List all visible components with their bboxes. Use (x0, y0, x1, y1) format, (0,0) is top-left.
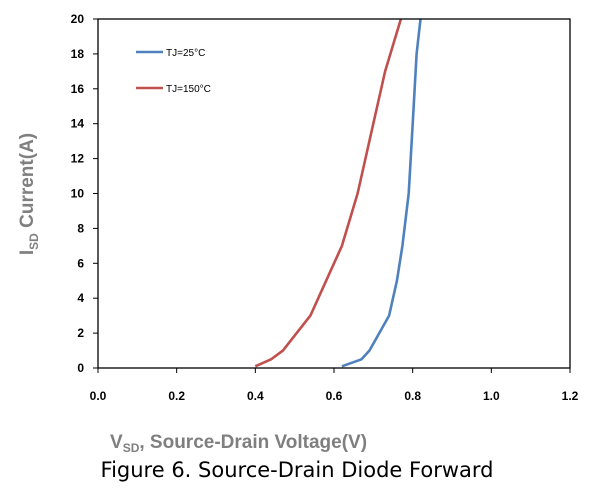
y-tick-label: 20 (71, 12, 85, 26)
legend-label-2: TJ=150°C (166, 84, 211, 95)
y-axis-label: ISD Current(A) (17, 133, 41, 255)
tick-labels: 0.0 0.2 0.4 0.6 0.8 1.0 1.2 0 2 4 6 8 10 12 14 16 18 20 (71, 12, 579, 403)
y-tick-label: 10 (71, 187, 85, 201)
y-tick-label: 4 (77, 291, 84, 305)
x-tick-label: 1.2 (562, 389, 579, 403)
series-line-2 (254, 18, 403, 368)
y-tick-label: 0 (77, 361, 84, 375)
x-tick-label: 0.4 (247, 389, 264, 403)
y-tick-label: 8 (77, 221, 84, 235)
y-tick-label: 6 (77, 256, 84, 270)
legend-label-1: TJ=25°C (166, 48, 205, 59)
x-tick-label: 1.0 (483, 389, 500, 403)
x-tick-label: 0.6 (326, 389, 343, 403)
series-layer (254, 18, 422, 368)
y-axis-label-text: ISD Current(A) (17, 133, 41, 255)
y-tick-label: 2 (77, 326, 84, 340)
y-tick-label: 12 (71, 152, 85, 166)
plot-frame (97, 18, 571, 369)
legend: TJ=25°C TJ=150°C (136, 48, 211, 95)
x-axis-label: VSD, Source-Drain Voltage(V) (110, 432, 368, 455)
x-tick-label: 0.2 (168, 389, 185, 403)
y-tick-label: 18 (71, 47, 85, 61)
y-tick-label: 16 (71, 82, 85, 96)
figure-caption: Figure 6. Source-Drain Diode Forward (100, 458, 494, 482)
series-line-1 (341, 18, 422, 368)
x-tick-label: 0.8 (404, 389, 421, 403)
x-tick-label: 0.0 (90, 389, 107, 403)
y-tick-label: 14 (71, 117, 85, 131)
